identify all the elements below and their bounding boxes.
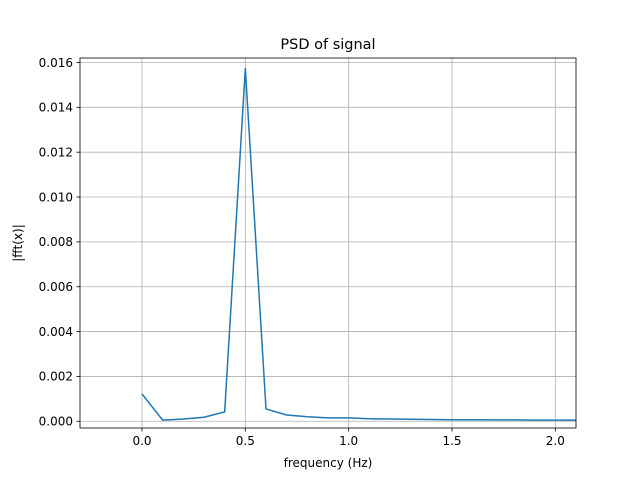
y-tick-label: 0.006 (39, 280, 73, 294)
grid (80, 58, 576, 428)
y-tick-label: 0.010 (39, 190, 73, 204)
x-tick-label: 2.0 (546, 434, 565, 448)
series-line (141, 67, 576, 421)
y-axis: 0.000 0.002 0.004 0.006 0.008 0.010 0.012 0.014… (39, 56, 80, 429)
x-tick-label: 1.0 (339, 434, 358, 448)
x-tick-label: 0.0 (132, 434, 151, 448)
x-axis-label: frequency (Hz) (284, 456, 373, 470)
y-axis-label: |fft(x)| (11, 224, 25, 262)
x-tick-label: 1.5 (442, 434, 461, 448)
y-tick-label: 0.008 (39, 235, 73, 249)
y-tick-label: 0.002 (39, 370, 73, 384)
series-layer (141, 67, 576, 421)
y-tick-label: 0.014 (39, 101, 73, 115)
y-tick-label: 0.004 (39, 325, 73, 339)
y-tick-label: 0.016 (39, 56, 73, 70)
y-tick-label: 0.000 (39, 415, 73, 429)
chart-title: PSD of signal (280, 37, 375, 53)
y-tick-label: 0.012 (39, 145, 73, 159)
x-tick-label: 0.5 (236, 434, 255, 448)
plot-frame (79, 57, 577, 429)
x-axis: 0.0 0.5 1.0 1.5 2.0 (132, 428, 565, 448)
